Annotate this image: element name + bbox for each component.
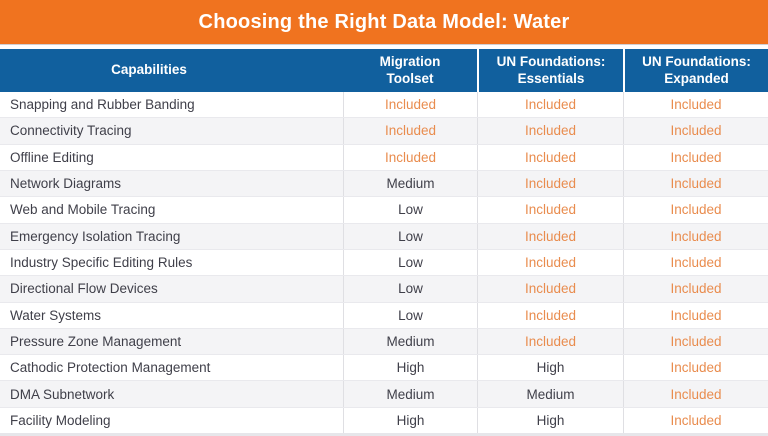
migration-toolset-cell: Low — [343, 302, 477, 328]
capability-cell: Network Diagrams — [10, 176, 122, 192]
table-bottom-border — [0, 433, 768, 436]
table-row: Snapping and Rubber Banding Included Inc… — [0, 92, 768, 118]
un-expanded-cell: Included — [623, 197, 768, 223]
column-header-un-foundations-expanded: UN Foundations: Expanded — [623, 49, 768, 92]
un-expanded-cell: Included — [623, 355, 768, 381]
capability-cell: DMA Subnetwork — [10, 386, 115, 402]
migration-toolset-cell: Medium — [343, 328, 477, 355]
un-expanded-cell: Included — [623, 328, 768, 355]
capability-cell: Cathodic Protection Management — [10, 360, 211, 376]
capability-cell: Offline Editing — [10, 149, 94, 165]
un-essentials-cell: Medium — [477, 381, 623, 407]
capability-cell: Web and Mobile Tracing — [10, 202, 156, 218]
capability-cell: Emergency Isolation Tracing — [10, 228, 181, 244]
un-essentials-cell: Included — [477, 302, 623, 328]
un-essentials-cell: Included — [477, 249, 623, 276]
table-row: Industry Specific Editing Rules Low Incl… — [0, 248, 768, 276]
un-expanded-cell: Included — [623, 92, 768, 118]
un-expanded-cell: Included — [623, 407, 768, 434]
table-body: Snapping and Rubber Banding Included Inc… — [0, 92, 768, 434]
un-essentials-cell: Included — [477, 118, 623, 144]
table-row: Directional Flow Devices Low Included In… — [0, 275, 768, 302]
column-header-capabilities: Capabilities — [111, 62, 187, 78]
un-essentials-cell: High — [477, 407, 623, 434]
migration-toolset-cell: Medium — [343, 381, 477, 407]
migration-toolset-cell: High — [343, 355, 477, 381]
migration-toolset-cell: Included — [343, 144, 477, 170]
un-expanded-cell: Included — [623, 170, 768, 197]
un-essentials-cell: Included — [477, 276, 623, 302]
un-essentials-cell: Included — [477, 223, 623, 249]
un-expanded-cell: Included — [623, 118, 768, 144]
table-row: DMA Subnetwork Medium Medium Included — [0, 380, 768, 407]
un-expanded-cell: Included — [623, 249, 768, 276]
table-row: Emergency Isolation Tracing Low Included… — [0, 222, 768, 249]
table-row: Facility Modeling High High Included — [0, 406, 768, 434]
migration-toolset-cell: Low — [343, 276, 477, 302]
table-row: Connectivity Tracing Included Included I… — [0, 117, 768, 144]
table-row: Network Diagrams Medium Included Include… — [0, 169, 768, 197]
column-header-un-foundations-essentials: UN Foundations: Essentials — [477, 49, 623, 92]
title-bar: Choosing the Right Data Model: Water — [0, 0, 768, 44]
migration-toolset-cell: High — [343, 407, 477, 434]
un-expanded-cell: Included — [623, 223, 768, 249]
table-row: Web and Mobile Tracing Low Included Incl… — [0, 196, 768, 223]
un-expanded-cell: Included — [623, 276, 768, 302]
capability-cell: Connectivity Tracing — [10, 123, 132, 139]
table-row: Offline Editing Included Included Includ… — [0, 143, 768, 170]
un-essentials-cell: High — [477, 355, 623, 381]
migration-toolset-cell: Low — [343, 249, 477, 276]
un-essentials-cell: Included — [477, 144, 623, 170]
table-row: Water Systems Low Included Included — [0, 301, 768, 328]
un-expanded-cell: Included — [623, 302, 768, 328]
table-row: Pressure Zone Management Medium Included… — [0, 327, 768, 355]
table-header-row: Capabilities Migration Toolset UN Founda… — [0, 49, 768, 92]
page-title: Choosing the Right Data Model: Water — [198, 10, 570, 33]
capability-cell: Water Systems — [10, 307, 102, 323]
un-essentials-cell: Included — [477, 197, 623, 223]
table-row: Cathodic Protection Management High High… — [0, 354, 768, 381]
migration-toolset-cell: Medium — [343, 170, 477, 197]
un-essentials-cell: Included — [477, 170, 623, 197]
capability-cell: Snapping and Rubber Banding — [10, 97, 195, 113]
column-header-migration-toolset: Migration Toolset — [379, 53, 441, 86]
un-essentials-cell: Included — [477, 328, 623, 355]
capability-cell: Directional Flow Devices — [10, 281, 158, 297]
migration-toolset-cell: Included — [343, 118, 477, 144]
un-essentials-cell: Included — [477, 92, 623, 118]
migration-toolset-cell: Low — [343, 197, 477, 223]
migration-toolset-cell: Included — [343, 92, 477, 118]
capability-cell: Pressure Zone Management — [10, 333, 182, 349]
capability-cell: Facility Modeling — [10, 412, 111, 428]
capability-cell: Industry Specific Editing Rules — [10, 255, 193, 271]
un-expanded-cell: Included — [623, 381, 768, 407]
migration-toolset-cell: Low — [343, 223, 477, 249]
un-expanded-cell: Included — [623, 144, 768, 170]
title-divider — [0, 44, 768, 49]
